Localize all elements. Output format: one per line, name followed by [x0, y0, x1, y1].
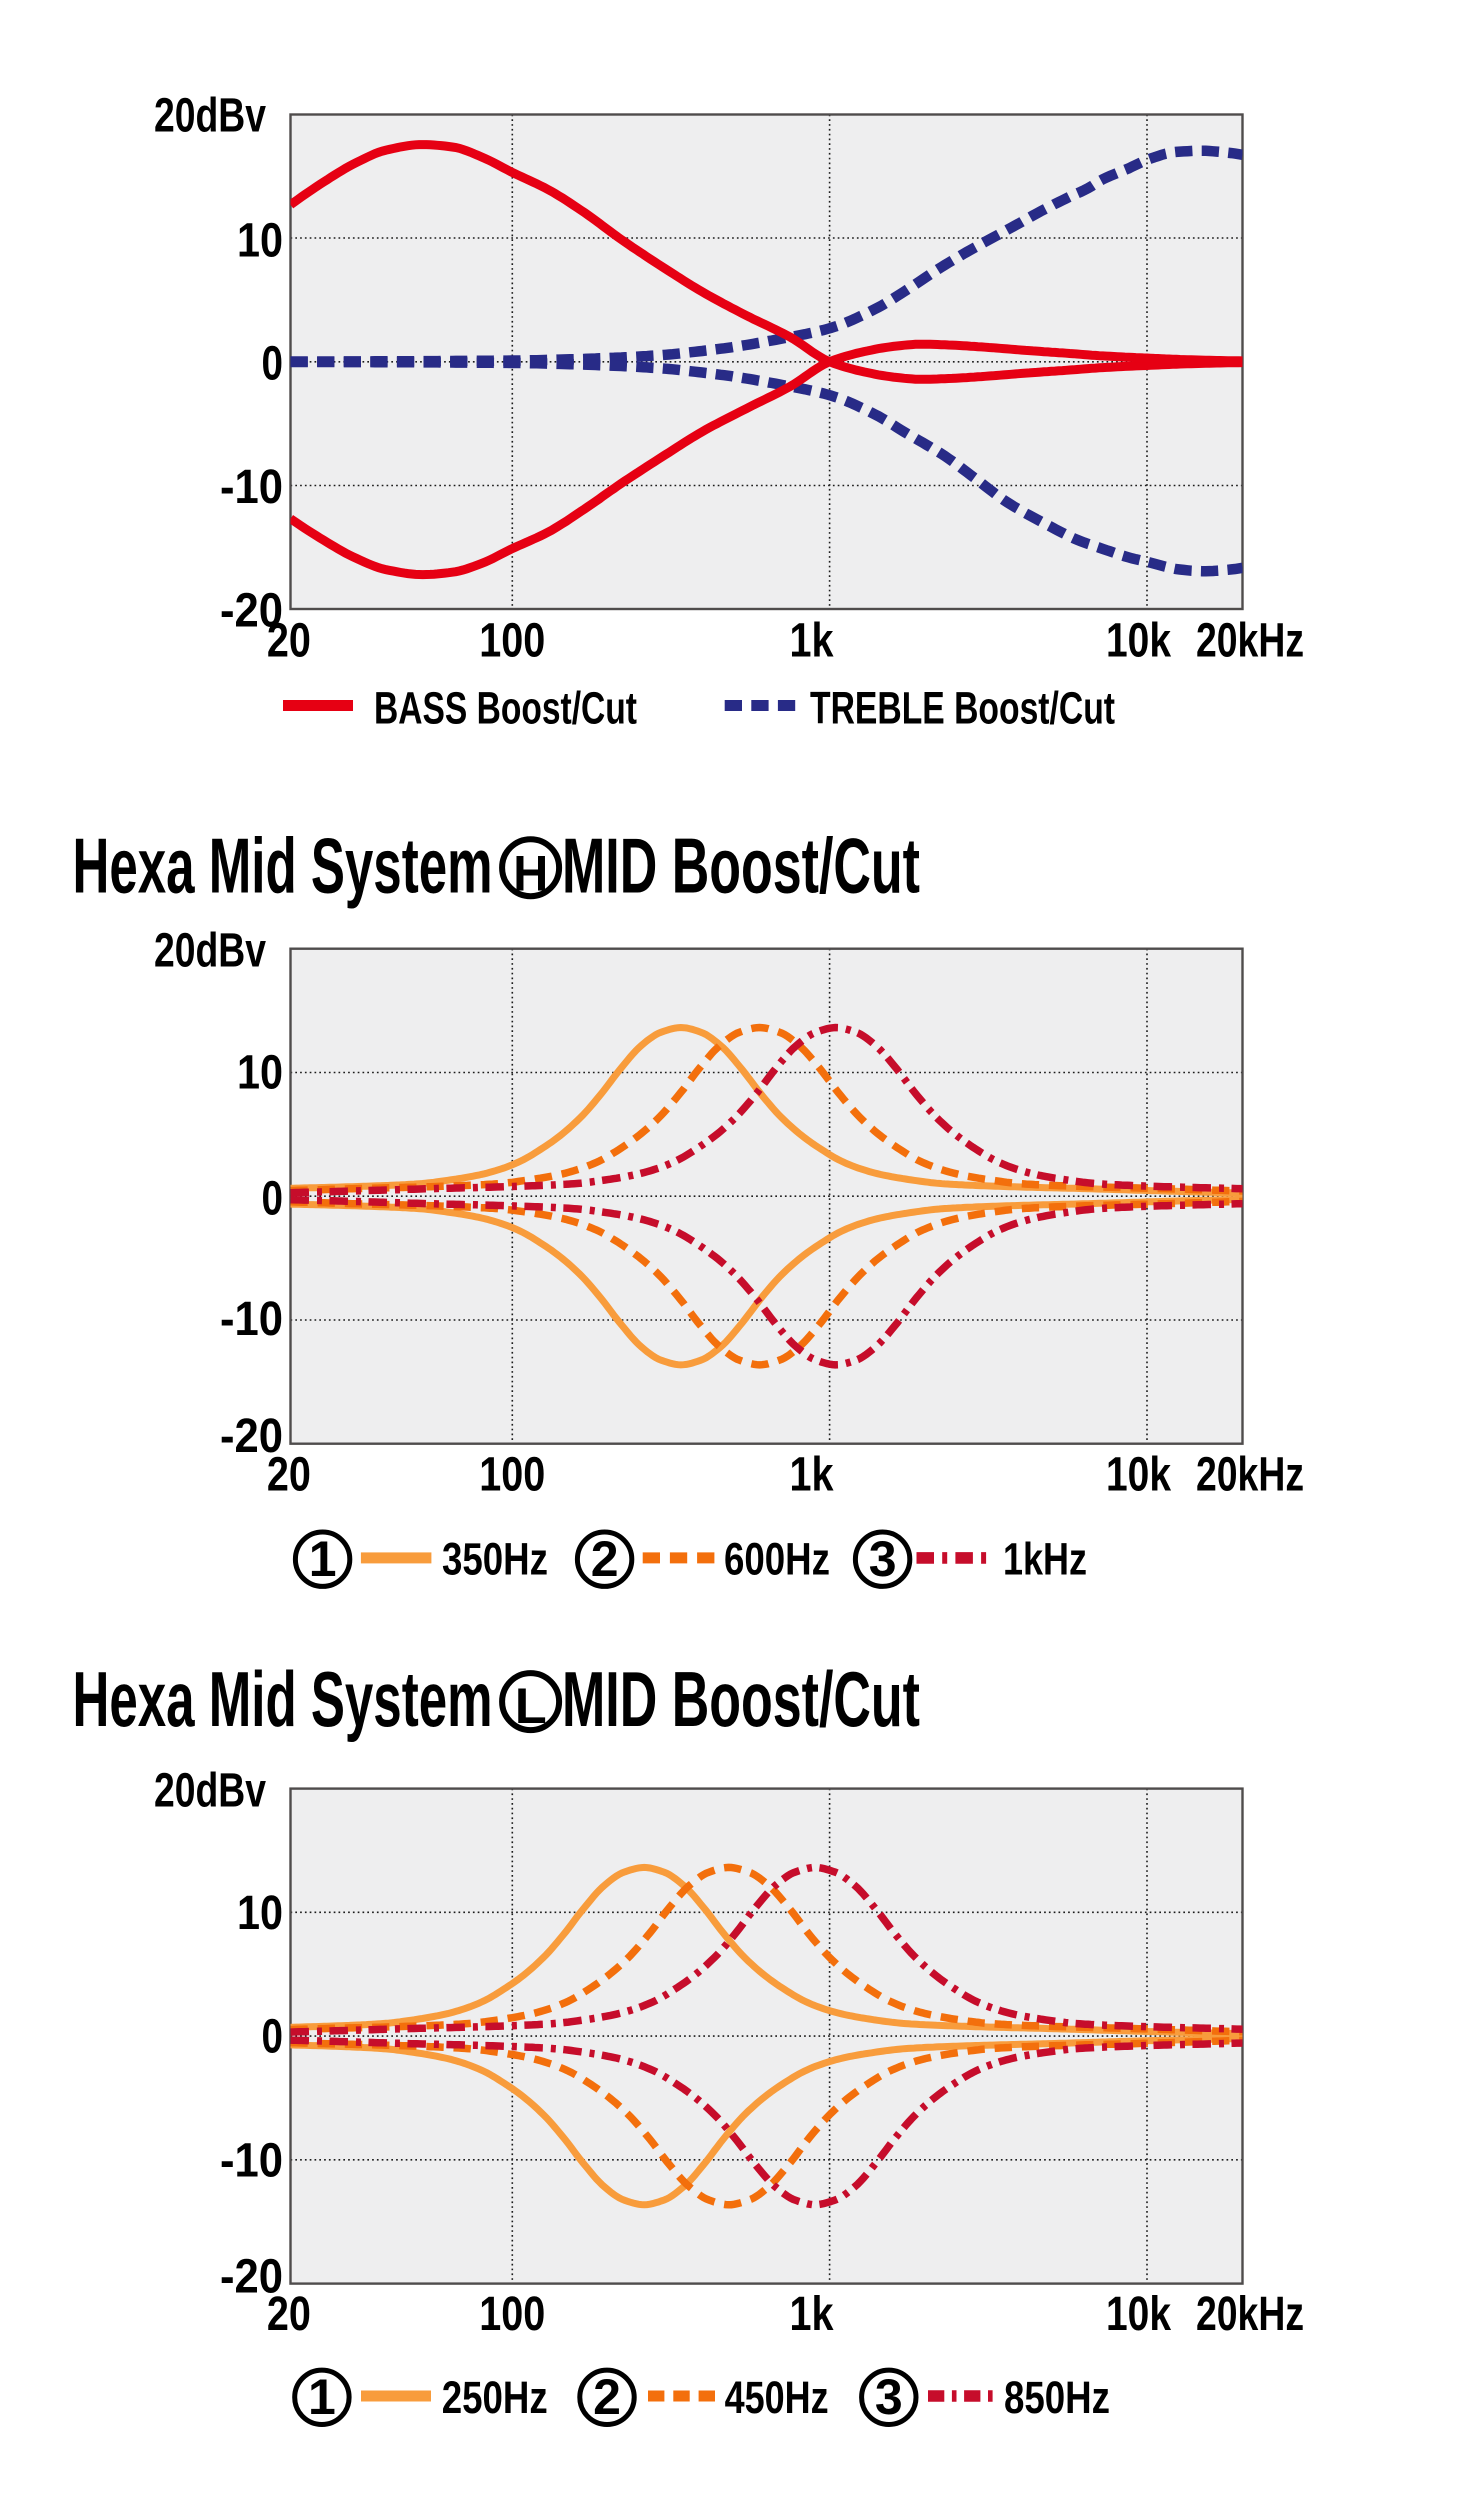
svg-text:20: 20	[267, 614, 311, 667]
svg-text:-20: -20	[220, 585, 283, 638]
svg-text:20dBv: 20dBv	[154, 1764, 266, 1817]
svg-text:20kHz: 20kHz	[1196, 1448, 1304, 1501]
svg-text:1: 1	[309, 1531, 337, 1587]
svg-text:L: L	[515, 1678, 547, 1734]
svg-text:-20: -20	[220, 1410, 283, 1463]
svg-text:1k: 1k	[790, 614, 834, 667]
svg-text:10k: 10k	[1106, 2288, 1171, 2341]
svg-text:20kHz: 20kHz	[1196, 614, 1304, 667]
svg-text:0: 0	[262, 338, 284, 391]
svg-text:10: 10	[237, 1047, 283, 1100]
svg-text:10k: 10k	[1106, 1448, 1171, 1501]
svg-text:10k: 10k	[1106, 614, 1171, 667]
svg-text:3: 3	[869, 1531, 897, 1587]
svg-text:1k: 1k	[790, 1448, 834, 1501]
svg-text:Hexa Mid System: Hexa Mid System	[73, 1655, 493, 1743]
svg-text:100: 100	[479, 614, 545, 667]
svg-text:10: 10	[237, 1887, 283, 1940]
svg-text:250Hz: 250Hz	[442, 2372, 548, 2423]
svg-text:1kHz: 1kHz	[1003, 1534, 1087, 1585]
svg-text:0: 0	[262, 1173, 284, 1226]
svg-text:MID Boost/Cut: MID Boost/Cut	[562, 1655, 920, 1743]
svg-text:100: 100	[479, 2288, 545, 2341]
svg-text:1k: 1k	[790, 2288, 834, 2341]
svg-text:-10: -10	[220, 461, 283, 514]
svg-text:0: 0	[262, 2011, 284, 2064]
svg-text:850Hz: 850Hz	[1004, 2372, 1110, 2423]
svg-text:20dBv: 20dBv	[154, 925, 266, 978]
svg-text:3: 3	[875, 2369, 903, 2425]
svg-text:20dBv: 20dBv	[154, 90, 266, 143]
svg-text:100: 100	[479, 1448, 545, 1501]
svg-text:-20: -20	[220, 2251, 283, 2304]
svg-text:-10: -10	[220, 2134, 283, 2187]
svg-text:H: H	[513, 845, 548, 901]
svg-text:20kHz: 20kHz	[1196, 2288, 1304, 2341]
svg-text:BASS Boost/Cut: BASS Boost/Cut	[374, 682, 637, 733]
svg-text:450Hz: 450Hz	[725, 2372, 829, 2423]
svg-text:MID Boost/Cut: MID Boost/Cut	[562, 821, 920, 909]
svg-text:20: 20	[267, 1448, 311, 1501]
svg-text:1: 1	[308, 2369, 336, 2425]
svg-text:-10: -10	[220, 1293, 283, 1346]
svg-text:10: 10	[237, 215, 283, 268]
svg-text:Hexa Mid System: Hexa Mid System	[73, 821, 493, 909]
svg-text:TREBLE Boost/Cut: TREBLE Boost/Cut	[810, 682, 1115, 733]
svg-text:600Hz: 600Hz	[724, 1534, 830, 1585]
svg-text:20: 20	[267, 2288, 311, 2341]
svg-text:2: 2	[591, 1531, 619, 1587]
svg-text:350Hz: 350Hz	[442, 1534, 548, 1585]
svg-text:2: 2	[593, 2369, 621, 2425]
